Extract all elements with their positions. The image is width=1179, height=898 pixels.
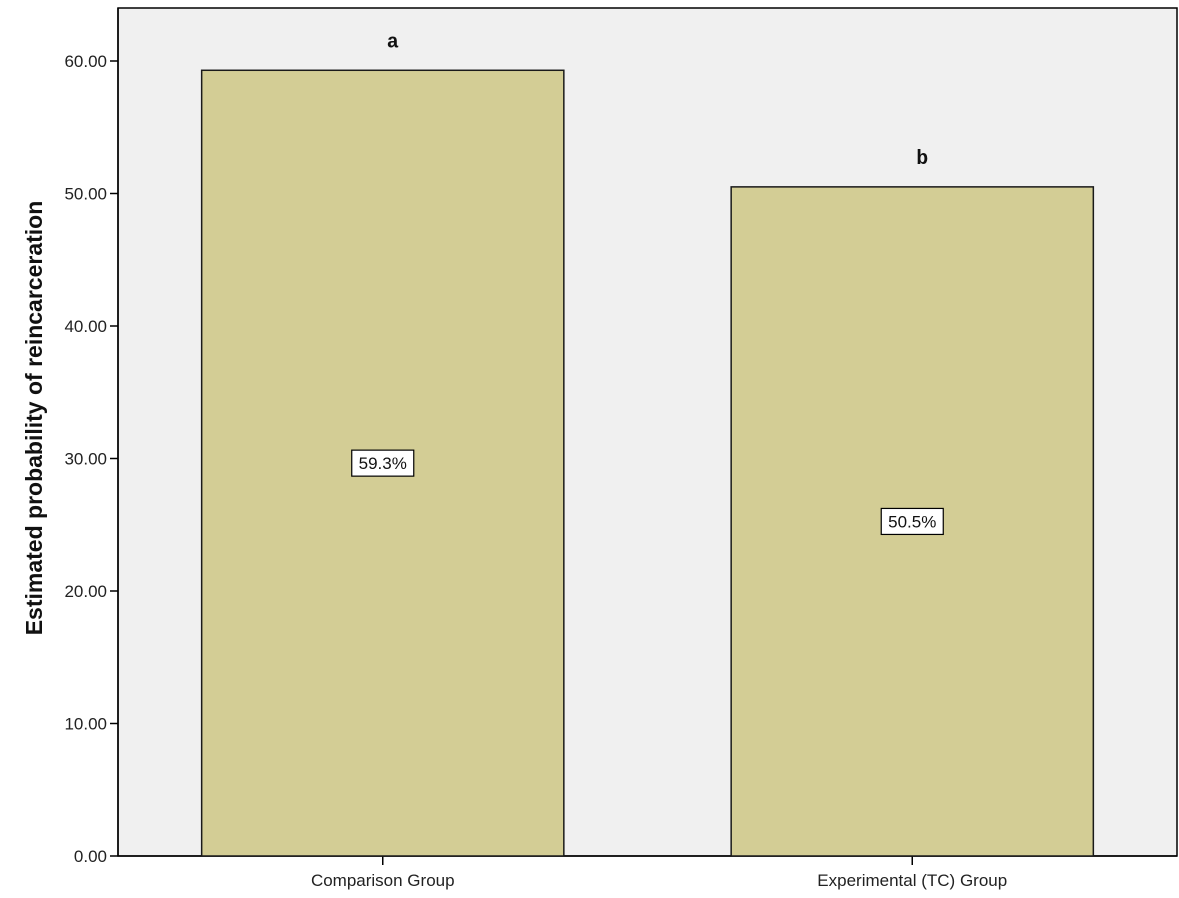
x-axis: Comparison Group Experimental (TC) Group — [118, 855, 1177, 890]
y-tick-label: 10.00 — [64, 715, 107, 734]
annotations: a 59.3% b 50.5% — [351, 31, 944, 536]
data-label: 50.5% — [888, 512, 936, 531]
data-label-box — [351, 449, 415, 477]
y-tick-label: 30.00 — [64, 450, 107, 469]
x-tick-label: Comparison Group — [311, 871, 455, 890]
significance-letter: b — [916, 148, 928, 171]
significance-letter: a — [387, 31, 399, 54]
y-tick-label: 0.00 — [74, 847, 107, 866]
y-tick-label: 60.00 — [64, 52, 107, 71]
y-tick-label: 20.00 — [64, 582, 107, 601]
y-tick-label: 40.00 — [64, 317, 107, 336]
y-axis-title: Estimated probability of reincarceration — [21, 201, 47, 636]
data-label-box — [880, 507, 944, 536]
y-tick-label: 50.00 — [64, 185, 107, 204]
y-axis: 0.00 10.00 20.00 30.00 40.00 50.00 60.00 — [64, 8, 119, 866]
data-label: 59.3% — [359, 454, 407, 473]
x-tick-label: Experimental (TC) Group — [817, 871, 1007, 890]
